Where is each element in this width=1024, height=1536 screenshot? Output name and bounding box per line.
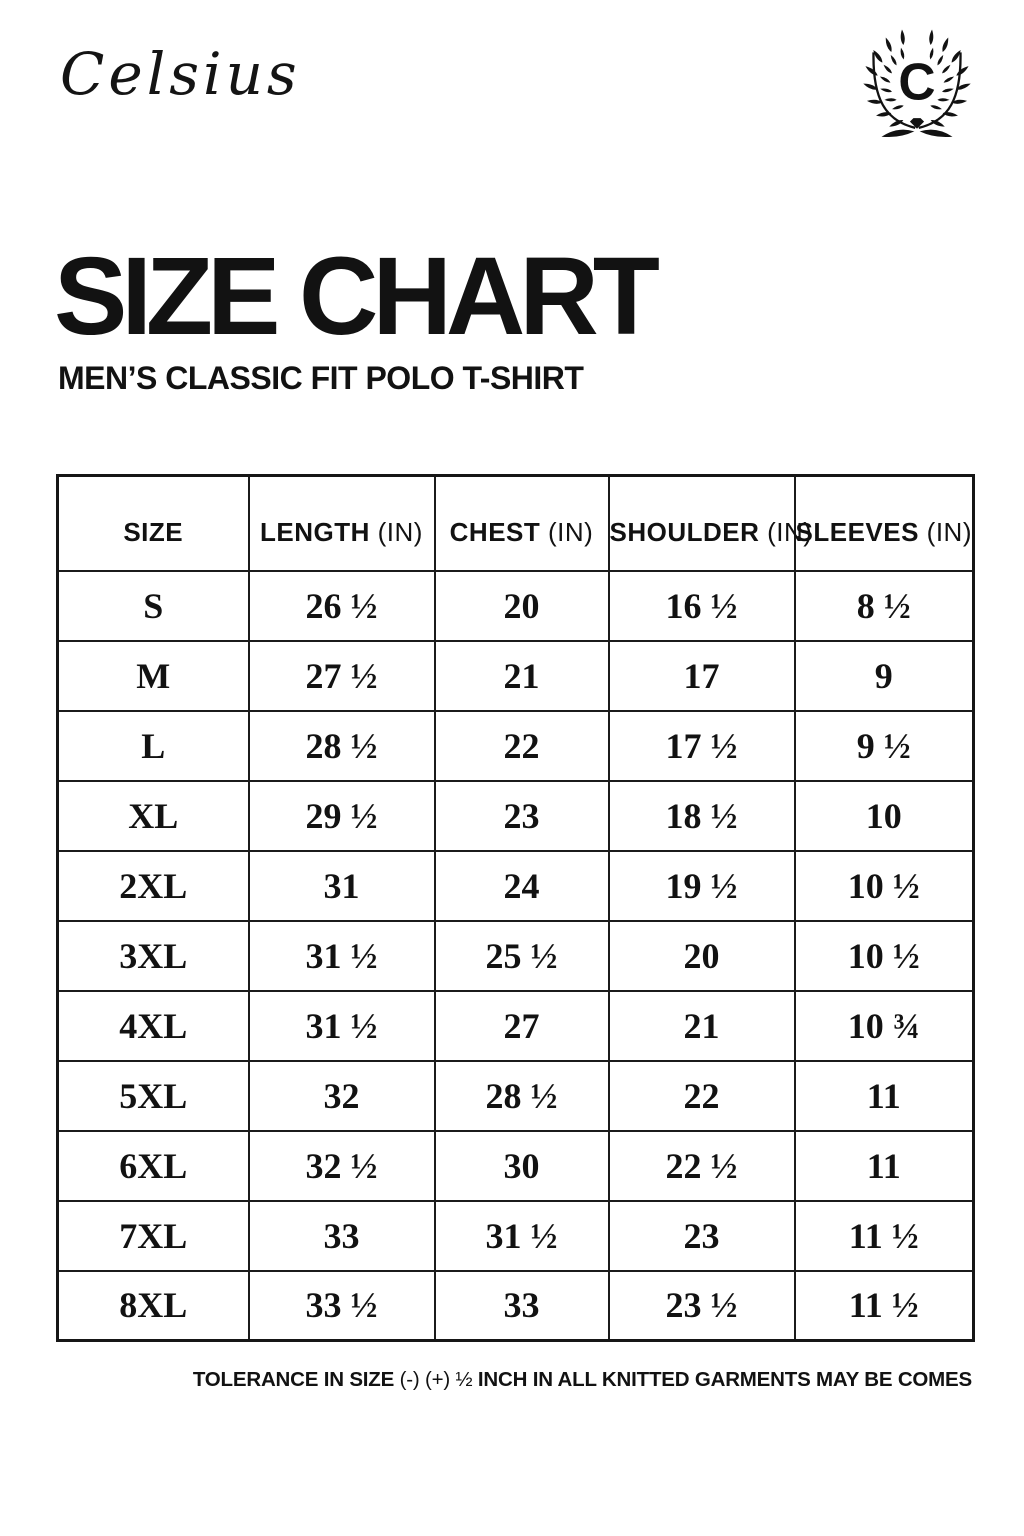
column-header-shoulder: SHOULDER (IN) xyxy=(607,474,812,572)
measurement-cell: 18 ½ xyxy=(607,779,796,852)
measurement-cell: 16 ½ xyxy=(607,569,796,642)
measurement-cell: 31 ½ xyxy=(247,989,436,1062)
measurement-cell: 24 xyxy=(433,849,610,922)
table-row-4xl: 4XL 31 ½ 27 21 10 ¾ xyxy=(56,989,975,1062)
column-header-size: SIZE xyxy=(56,474,250,572)
measurement-cell: 26 ½ xyxy=(247,569,436,642)
measurement-cell: 27 ½ xyxy=(247,639,436,712)
measurement-cell: 23 ½ xyxy=(607,1269,796,1342)
size-cell: 5XL xyxy=(56,1059,250,1132)
page-subtitle: MEN’S CLASSIC FIT POLO T-SHIRT xyxy=(58,360,584,396)
column-unit: (IN) xyxy=(377,516,423,547)
measurement-cell: 31 ½ xyxy=(433,1199,610,1272)
measurement-cell: 17 ½ xyxy=(607,709,796,782)
measurement-cell: 22 xyxy=(607,1059,796,1132)
measurement-cell: 32 ½ xyxy=(247,1129,436,1202)
size-cell: 7XL xyxy=(56,1199,250,1272)
column-label: SIZE xyxy=(123,516,184,547)
page-title: SIZE CHART xyxy=(54,235,660,358)
tolerance-note-start: TOLERANCE IN SIZE xyxy=(192,1368,395,1391)
size-cell: XL xyxy=(56,779,250,852)
size-table-container: SIZE LENGTH (IN) CHEST (IN) SHOULDER (IN) SL… xyxy=(56,474,975,1342)
column-header-length: LENGTH (IN) xyxy=(247,474,436,572)
measurement-cell: 11 xyxy=(793,1129,975,1202)
size-cell: 8XL xyxy=(56,1269,250,1342)
measurement-cell: 30 xyxy=(433,1129,610,1202)
measurement-cell: 28 ½ xyxy=(247,709,436,782)
column-header-sleeves: SLEEVES (IN) xyxy=(793,474,975,572)
column-label: SLEEVES xyxy=(795,516,919,547)
measurement-cell: 31 xyxy=(247,849,436,922)
logo-letter: C xyxy=(898,52,935,110)
measurement-cell: 10 ½ xyxy=(793,919,975,992)
table-row-5xl: 5XL 32 28 ½ 22 11 xyxy=(56,1059,975,1132)
column-label: SHOULDER xyxy=(609,516,760,547)
measurement-cell: 29 ½ xyxy=(247,779,436,852)
column-label: CHEST xyxy=(449,516,541,547)
table-row-7xl: 7XL 33 31 ½ 23 11 ½ xyxy=(56,1199,975,1272)
measurement-cell: 23 xyxy=(433,779,610,852)
size-cell: 6XL xyxy=(56,1129,250,1202)
measurement-cell: 21 xyxy=(433,639,610,712)
measurement-cell: 10 xyxy=(793,779,975,852)
measurement-cell: 33 xyxy=(247,1199,436,1272)
column-unit: (IN) xyxy=(926,516,972,547)
measurement-cell: 22 xyxy=(433,709,610,782)
measurement-cell: 9 ½ xyxy=(793,709,975,782)
table-row-2xl: 2XL 31 24 19 ½ 10 ½ xyxy=(56,849,975,922)
tolerance-note-end: INCH IN ALL KNITTED GARMENTS MAY BE COME… xyxy=(477,1368,972,1391)
measurement-cell: 31 ½ xyxy=(247,919,436,992)
measurement-cell: 23 xyxy=(607,1199,796,1272)
measurement-cell: 11 ½ xyxy=(793,1199,975,1272)
measurement-cell: 17 xyxy=(607,639,796,712)
brand-logo: C xyxy=(846,24,988,150)
tolerance-note-mid: (-) (+) ½ xyxy=(399,1368,473,1391)
table-row-8xl: 8XL 33 ½ 33 23 ½ 11 ½ xyxy=(56,1269,975,1342)
measurement-cell: 11 ½ xyxy=(793,1269,975,1342)
size-cell: S xyxy=(56,569,250,642)
size-table: SIZE LENGTH (IN) CHEST (IN) SHOULDER (IN) SL… xyxy=(56,474,975,1342)
brand-wordmark: Celsius xyxy=(60,40,301,108)
measurement-cell: 32 xyxy=(247,1059,436,1132)
table-row-m: M 27 ½ 21 17 9 xyxy=(56,639,975,712)
measurement-cell: 21 xyxy=(607,989,796,1062)
measurement-cell: 8 ½ xyxy=(793,569,975,642)
size-cell: L xyxy=(56,709,250,782)
column-header-chest: CHEST (IN) xyxy=(433,474,610,572)
measurement-cell: 19 ½ xyxy=(607,849,796,922)
laurel-wreath-icon: C xyxy=(846,24,988,138)
measurement-cell: 27 xyxy=(433,989,610,1062)
table-row-xl: XL 29 ½ 23 18 ½ 10 xyxy=(56,779,975,852)
tolerance-note: TOLERANCE IN SIZE (-) (+) ½ INCH IN ALL … xyxy=(193,1368,972,1392)
measurement-cell: 20 xyxy=(433,569,610,642)
measurement-cell: 33 ½ xyxy=(247,1269,436,1342)
column-unit: (IN) xyxy=(548,516,594,547)
size-cell: 2XL xyxy=(56,849,250,922)
measurement-cell: 28 ½ xyxy=(433,1059,610,1132)
measurement-cell: 25 ½ xyxy=(433,919,610,992)
size-cell: M xyxy=(56,639,250,712)
measurement-cell: 11 xyxy=(793,1059,975,1132)
measurement-cell: 10 ½ xyxy=(793,849,975,922)
measurement-cell: 20 xyxy=(607,919,796,992)
column-label: LENGTH xyxy=(260,516,370,547)
measurement-cell: 22 ½ xyxy=(607,1129,796,1202)
table-row-3xl: 3XL 31 ½ 25 ½ 20 10 ½ xyxy=(56,919,975,992)
measurement-cell: 9 xyxy=(793,639,975,712)
size-cell: 3XL xyxy=(56,919,250,992)
table-row-6xl: 6XL 32 ½ 30 22 ½ 11 xyxy=(56,1129,975,1202)
measurement-cell: 10 ¾ xyxy=(793,989,975,1062)
measurement-cell: 33 xyxy=(433,1269,610,1342)
size-cell: 4XL xyxy=(56,989,250,1062)
table-header-row: SIZE LENGTH (IN) CHEST (IN) SHOULDER (IN) SL… xyxy=(56,474,975,572)
